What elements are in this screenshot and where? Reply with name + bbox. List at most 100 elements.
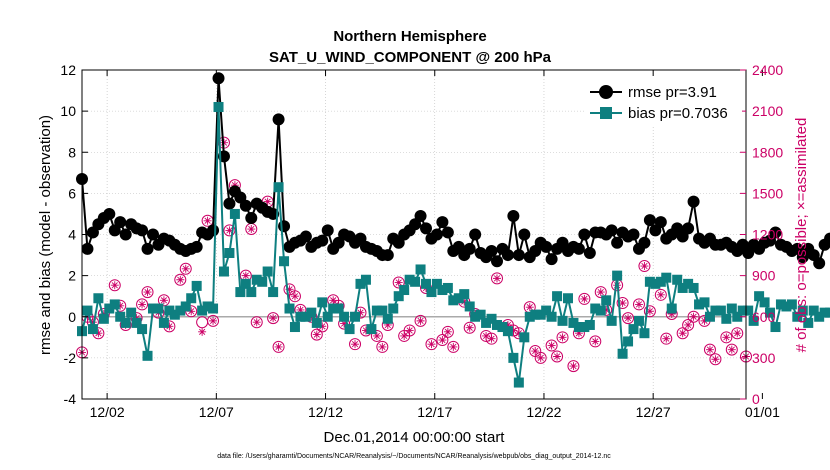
bias-point-1	[82, 305, 93, 316]
assimilated-obs-point-25	[252, 318, 261, 327]
possible-obs-point-67	[556, 331, 569, 344]
assimilated-obs-point-80	[656, 290, 665, 299]
chart-title-line1: Northern Hemisphere	[333, 28, 486, 45]
rmse-point-67	[441, 226, 454, 239]
assimilated-obs-point-91	[733, 329, 742, 338]
possible-obs-point-76	[622, 312, 635, 325]
bias-point-69	[453, 293, 464, 304]
bias-point-116	[710, 305, 721, 316]
rmse-point-97	[605, 224, 618, 237]
possible-obs-point-46	[403, 324, 416, 337]
bias-point-61	[410, 276, 421, 287]
bias-point-14	[153, 303, 164, 314]
possible-obs-point-72	[594, 286, 607, 299]
assimilated-obs-point-37	[340, 319, 349, 328]
series-layer	[76, 72, 830, 388]
assimilated-obs-point-30	[290, 292, 299, 301]
assimilated-obs-point-61	[514, 329, 523, 338]
assimilated-obs-point-14	[176, 275, 185, 284]
rmse-point-93	[583, 247, 596, 260]
bias-point-100	[623, 336, 634, 347]
assimilated-obs-point-22	[230, 181, 239, 190]
y-right-tick-label-0: 0	[752, 391, 760, 407]
bias-point-22	[197, 305, 208, 316]
rmse-point-91	[572, 242, 585, 255]
y-right-tick-label-1: 300	[752, 350, 776, 366]
rmse-point-135	[813, 257, 826, 270]
rmse-point-98	[611, 236, 624, 249]
legend: rmse pr=3.91 bias pr=0.7036	[585, 76, 742, 125]
bias-point-32	[251, 274, 262, 285]
bias-point-118	[721, 313, 732, 324]
assimilated-obs-point-62	[525, 303, 534, 312]
assimilated-obs-point-43	[383, 320, 392, 329]
assimilated-obs-point-26	[263, 197, 272, 206]
possible-obs-point-64	[534, 351, 547, 364]
bias-point-11	[137, 324, 148, 335]
possible-obs-point-5	[108, 279, 121, 292]
possible-obs-point-9	[136, 298, 149, 311]
assimilated-obs-point-17	[198, 327, 207, 336]
bias-point-84	[535, 309, 546, 320]
bias-point-106	[655, 276, 666, 287]
bias-point-35	[268, 287, 279, 298]
bias-point-24	[208, 303, 219, 314]
data-file-footnote: data file: /Users/gharamti/Documents/NCA…	[217, 453, 611, 460]
rmse-point-85	[540, 240, 553, 253]
possible-obs-point-91	[731, 327, 744, 340]
assimilated-obs-point-12	[159, 296, 168, 305]
bias-point-53	[366, 324, 377, 335]
bias-point-122	[743, 305, 754, 316]
bias-point-3	[93, 293, 104, 304]
assimilated-obs-point-68	[569, 362, 578, 371]
possible-obs-point-87	[703, 343, 716, 356]
assimilated-obs-point-82	[667, 310, 676, 319]
y-axis-right-label: # of obs: o=possible; ×=assimilated	[793, 118, 810, 353]
bias-point-26	[218, 266, 229, 277]
assimilated-obs-point-64	[536, 353, 545, 362]
rmse-point-45	[321, 224, 334, 237]
rmse-point-30	[239, 199, 252, 212]
possible-obs-point-12	[157, 294, 170, 307]
bias-point-50	[350, 311, 361, 322]
bias-point-112	[688, 282, 699, 293]
x-tick-label-1: 12/07	[199, 404, 234, 420]
possible-obs-point-28	[272, 340, 285, 353]
rmse-point-5	[103, 207, 116, 220]
rmse-point-21	[190, 240, 203, 253]
bias-point-52	[360, 274, 371, 285]
bias-point-131	[792, 311, 803, 322]
rmse-point-71	[463, 242, 476, 255]
assimilated-obs-point-72	[596, 288, 605, 297]
assimilated-obs-point-60	[509, 326, 518, 335]
y-right-tick-label-5: 1500	[752, 185, 783, 201]
bias-point-85	[541, 305, 552, 316]
bias-point-95	[595, 305, 606, 316]
bias-point-19	[180, 301, 191, 312]
assimilated-obs-point-52	[449, 342, 458, 351]
possible-obs-point-51	[441, 325, 454, 338]
y-left-tick-label-2: 0	[68, 309, 76, 325]
assimilated-obs-point-50	[438, 336, 447, 345]
bias-point-39	[289, 322, 300, 333]
y-left-tick-layer: -4 -2 0 2 4 6 8 10 12	[60, 62, 88, 407]
bias-point-130	[786, 299, 797, 310]
assimilated-obs-point-54	[465, 323, 474, 332]
rmse-point-75	[485, 244, 498, 257]
bias-point-4	[98, 313, 109, 324]
bias-point-36	[273, 182, 284, 193]
bias-point-42	[306, 307, 317, 318]
assimilated-obs-point-31	[296, 305, 305, 314]
possible-obs-point-17	[196, 316, 209, 329]
assimilated-obs-point-18	[203, 216, 212, 225]
bias-point-94	[590, 303, 601, 314]
assimilated-obs-point-23	[241, 271, 250, 280]
assimilated-obs-point-46	[405, 326, 414, 335]
rmse-point-66	[436, 216, 449, 229]
assimilated-obs-point-15	[181, 264, 190, 273]
rmse-point-72	[469, 228, 482, 241]
possible-obs-point-30	[288, 290, 301, 303]
rmse-point-104	[643, 214, 656, 227]
assimilated-obs-point-16	[187, 307, 196, 316]
possible-obs-point-68	[567, 360, 580, 373]
